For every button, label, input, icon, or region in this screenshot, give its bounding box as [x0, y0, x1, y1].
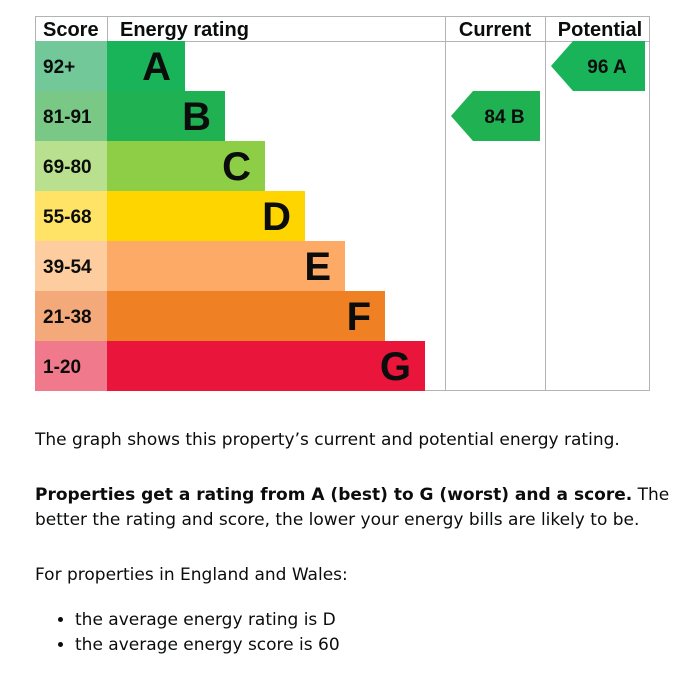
rating-indicators: 84 B 96 A	[451, 41, 645, 141]
header-current: Current	[459, 19, 532, 41]
band-score-label: 92+	[43, 57, 75, 78]
band-score-label: 69-80	[43, 157, 92, 178]
band-score-label: 55-68	[43, 207, 92, 228]
energy-rating-chart: Score Energy rating Current Potential 92…	[35, 16, 650, 391]
band-bar	[107, 241, 345, 291]
band-b: 81-91 B	[35, 91, 225, 141]
averages-list: the average energy rating is D the avera…	[35, 608, 340, 658]
band-letter: F	[347, 295, 371, 339]
band-letter: G	[380, 345, 411, 389]
band-score-cell	[35, 141, 107, 191]
average-rating-item: the average energy rating is D	[75, 608, 340, 633]
band-score-cell	[35, 191, 107, 241]
band-score-label: 21-38	[43, 307, 92, 328]
band-score-label: 1-20	[43, 357, 81, 378]
band-bar	[107, 191, 305, 241]
explanation-bold: Properties get a rating from A (best) to…	[35, 485, 633, 505]
band-bar	[107, 41, 185, 91]
average-score-item: the average energy score is 60	[75, 633, 340, 658]
header-potential: Potential	[558, 19, 642, 41]
band-score-cell	[35, 41, 107, 91]
current-rating-label: 84 B	[484, 107, 524, 128]
header-score: Score	[43, 19, 99, 41]
intro-paragraph: The graph shows this property’s current …	[35, 428, 675, 453]
band-bar	[107, 341, 425, 391]
chart-headers: Score Energy rating Current Potential	[43, 19, 642, 41]
intro-text: The graph shows this property’s current …	[35, 430, 620, 450]
header-energy-rating: Energy rating	[120, 19, 249, 41]
band-score-cell	[35, 291, 107, 341]
band-letter: C	[222, 145, 251, 189]
band-score-label: 39-54	[43, 257, 92, 278]
band-score-cell	[35, 241, 107, 291]
band-d: 55-68 D	[35, 191, 305, 241]
band-score-cell	[35, 341, 107, 391]
region-text: For properties in England and Wales:	[35, 565, 348, 585]
band-bar	[107, 291, 385, 341]
current-rating-arrow	[451, 91, 540, 141]
band-letter: B	[182, 95, 211, 139]
current-rating: 84 B	[451, 91, 540, 141]
explanation-paragraph: Properties get a rating from A (best) to…	[35, 483, 675, 533]
rating-bands: 92+ A 81-91 B 69-80 C 55-68 D 39-54 E 21-38 F 1-20 G	[35, 41, 425, 391]
band-bar	[107, 141, 265, 191]
band-letter: D	[262, 195, 291, 239]
potential-rating-label: 96 A	[587, 57, 627, 78]
band-letter: A	[142, 45, 171, 89]
potential-rating-arrow	[551, 41, 645, 91]
potential-rating: 96 A	[551, 41, 645, 91]
band-letter: E	[304, 245, 331, 289]
band-c: 69-80 C	[35, 141, 265, 191]
band-a: 92+ A	[35, 41, 185, 91]
explanation-text: The better the rating and score, the low…	[35, 485, 670, 530]
region-paragraph: For properties in England and Wales:	[35, 563, 675, 588]
band-g: 1-20 G	[35, 341, 425, 391]
band-f: 21-38 F	[35, 291, 385, 341]
band-score-label: 81-91	[43, 107, 92, 128]
band-bar	[107, 91, 225, 141]
band-e: 39-54 E	[35, 241, 345, 291]
band-score-cell	[35, 91, 107, 141]
